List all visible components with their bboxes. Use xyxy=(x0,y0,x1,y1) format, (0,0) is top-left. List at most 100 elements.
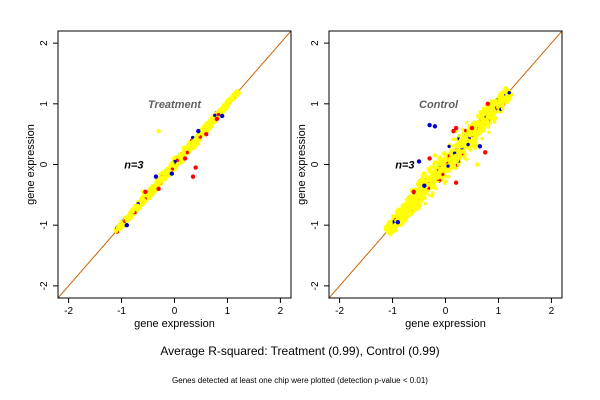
scatter-point xyxy=(152,183,156,188)
scatter-point xyxy=(410,200,415,204)
data-point xyxy=(230,94,235,99)
scatter-point xyxy=(451,137,455,141)
x-tick-label: -1 xyxy=(117,306,126,317)
data-point xyxy=(188,145,193,150)
scatter-point xyxy=(170,160,174,165)
data-point xyxy=(156,128,161,134)
scatter-point xyxy=(464,136,469,140)
scatter-point xyxy=(152,186,156,191)
series-red xyxy=(143,116,220,195)
data-point xyxy=(177,155,182,160)
data-point xyxy=(219,106,225,111)
data-point xyxy=(135,203,140,208)
data-point xyxy=(475,162,480,167)
scatter-point xyxy=(400,204,404,208)
scatter-point xyxy=(459,154,463,158)
scatter-point xyxy=(456,148,461,153)
scatter-point xyxy=(494,98,498,102)
scatter-point xyxy=(417,199,421,203)
data-point xyxy=(182,156,188,161)
data-point xyxy=(190,174,196,179)
scatter-point xyxy=(196,142,201,146)
data-point xyxy=(156,186,161,191)
data-point xyxy=(469,131,475,137)
scatter-point xyxy=(175,158,180,162)
y-tick-label: 0 xyxy=(39,161,50,167)
scatter-point xyxy=(447,175,451,179)
scatter-point xyxy=(445,169,449,173)
scatter-point xyxy=(443,175,447,179)
scatter-point xyxy=(486,125,491,130)
scatter-point xyxy=(442,150,446,155)
scatter-point xyxy=(432,171,437,175)
scatter-point xyxy=(428,166,432,170)
scatter-point xyxy=(433,160,437,164)
scatter-point xyxy=(443,165,447,170)
scatter-point xyxy=(213,113,217,118)
data-point xyxy=(156,178,161,184)
scatter-point xyxy=(481,127,485,132)
scatter-point xyxy=(492,102,496,106)
data-point xyxy=(143,189,148,195)
scatter-point xyxy=(449,160,454,165)
scatter-point xyxy=(423,202,427,206)
scatter-point xyxy=(114,229,119,233)
scatter-point xyxy=(121,223,125,227)
scatter-point xyxy=(466,142,470,147)
series-blue xyxy=(124,113,225,228)
scatter-point xyxy=(228,99,232,103)
scatter-point xyxy=(503,90,507,95)
scatter-point xyxy=(450,165,455,169)
y-tick-label: 1 xyxy=(310,101,321,107)
data-point xyxy=(490,107,496,113)
scatter-point xyxy=(423,173,427,177)
scatter-point xyxy=(492,111,496,116)
scatter-point xyxy=(397,210,402,214)
scatter-point xyxy=(187,140,191,144)
y-tick-label: -2 xyxy=(39,281,50,290)
scatter-point xyxy=(408,206,413,211)
data-point xyxy=(448,156,453,161)
scatter-point xyxy=(451,148,456,152)
scatter-point xyxy=(389,230,393,234)
y-tick-label: 2 xyxy=(310,40,321,46)
data-point xyxy=(416,192,422,198)
scatter-point xyxy=(431,191,435,195)
scatter-point xyxy=(204,128,209,132)
scatter-point xyxy=(430,194,434,198)
data-point xyxy=(432,153,438,158)
scatter-point xyxy=(500,107,505,111)
scatter-point xyxy=(411,205,415,210)
scatter-point xyxy=(457,134,461,138)
scatter-point xyxy=(436,176,440,180)
x-axis-label: gene expression xyxy=(405,318,486,330)
data-point xyxy=(406,201,411,207)
x-tick-label: -2 xyxy=(64,306,73,317)
data-point xyxy=(427,122,432,128)
data-point xyxy=(153,174,159,179)
scatter-point xyxy=(392,215,396,219)
scatter-point xyxy=(456,163,461,167)
scatter-point xyxy=(191,135,195,140)
y-tick-label: -1 xyxy=(39,220,50,229)
data-point xyxy=(485,101,491,107)
scatter-point xyxy=(461,135,465,139)
scatter-point xyxy=(417,187,421,192)
scatter-point xyxy=(431,180,436,185)
scatter-point xyxy=(480,136,484,141)
scatter-point xyxy=(493,115,497,120)
scatter-point xyxy=(221,110,225,115)
scatter-point xyxy=(481,106,485,111)
figure-footnote: Genes detected at least one chip were pl… xyxy=(172,376,428,385)
scatter-point xyxy=(233,91,237,95)
scatter-point xyxy=(449,153,453,157)
scatter-point xyxy=(402,208,407,212)
scatter-point xyxy=(453,153,458,158)
data-point xyxy=(453,125,459,131)
scatter-point xyxy=(418,182,423,186)
scatter-point xyxy=(464,120,469,125)
data-point xyxy=(477,144,483,149)
scatter-point xyxy=(467,124,471,128)
scatter-point xyxy=(130,210,134,214)
scatter-point xyxy=(201,127,206,131)
